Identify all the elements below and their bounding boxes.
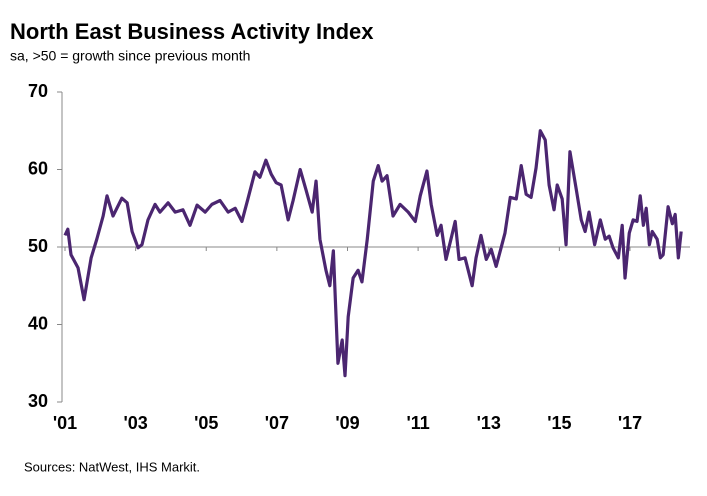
y-tick-label: 30	[28, 391, 48, 411]
y-tick-label: 50	[28, 236, 48, 256]
x-tick-label: '05	[194, 413, 218, 433]
y-tick-label: 40	[28, 313, 48, 333]
data-line	[63, 129, 683, 378]
source-note: Sources: NatWest, IHS Markit.	[24, 459, 200, 474]
x-tick-label: '09	[335, 413, 359, 433]
x-tick-label: '07	[265, 413, 289, 433]
x-tick-label: '01	[53, 413, 77, 433]
chart-title: North East Business Activity Index	[10, 19, 374, 44]
x-tick-label: '13	[477, 413, 501, 433]
y-tick-label: 60	[28, 158, 48, 178]
x-tick-label: '15	[547, 413, 571, 433]
chart-subtitle: sa, >50 = growth since previous month	[10, 48, 250, 64]
x-tick-label: '17	[618, 413, 642, 433]
x-tick-label: '03	[123, 413, 147, 433]
y-tick-label: 70	[28, 81, 48, 101]
x-tick-label: '11	[406, 413, 429, 433]
